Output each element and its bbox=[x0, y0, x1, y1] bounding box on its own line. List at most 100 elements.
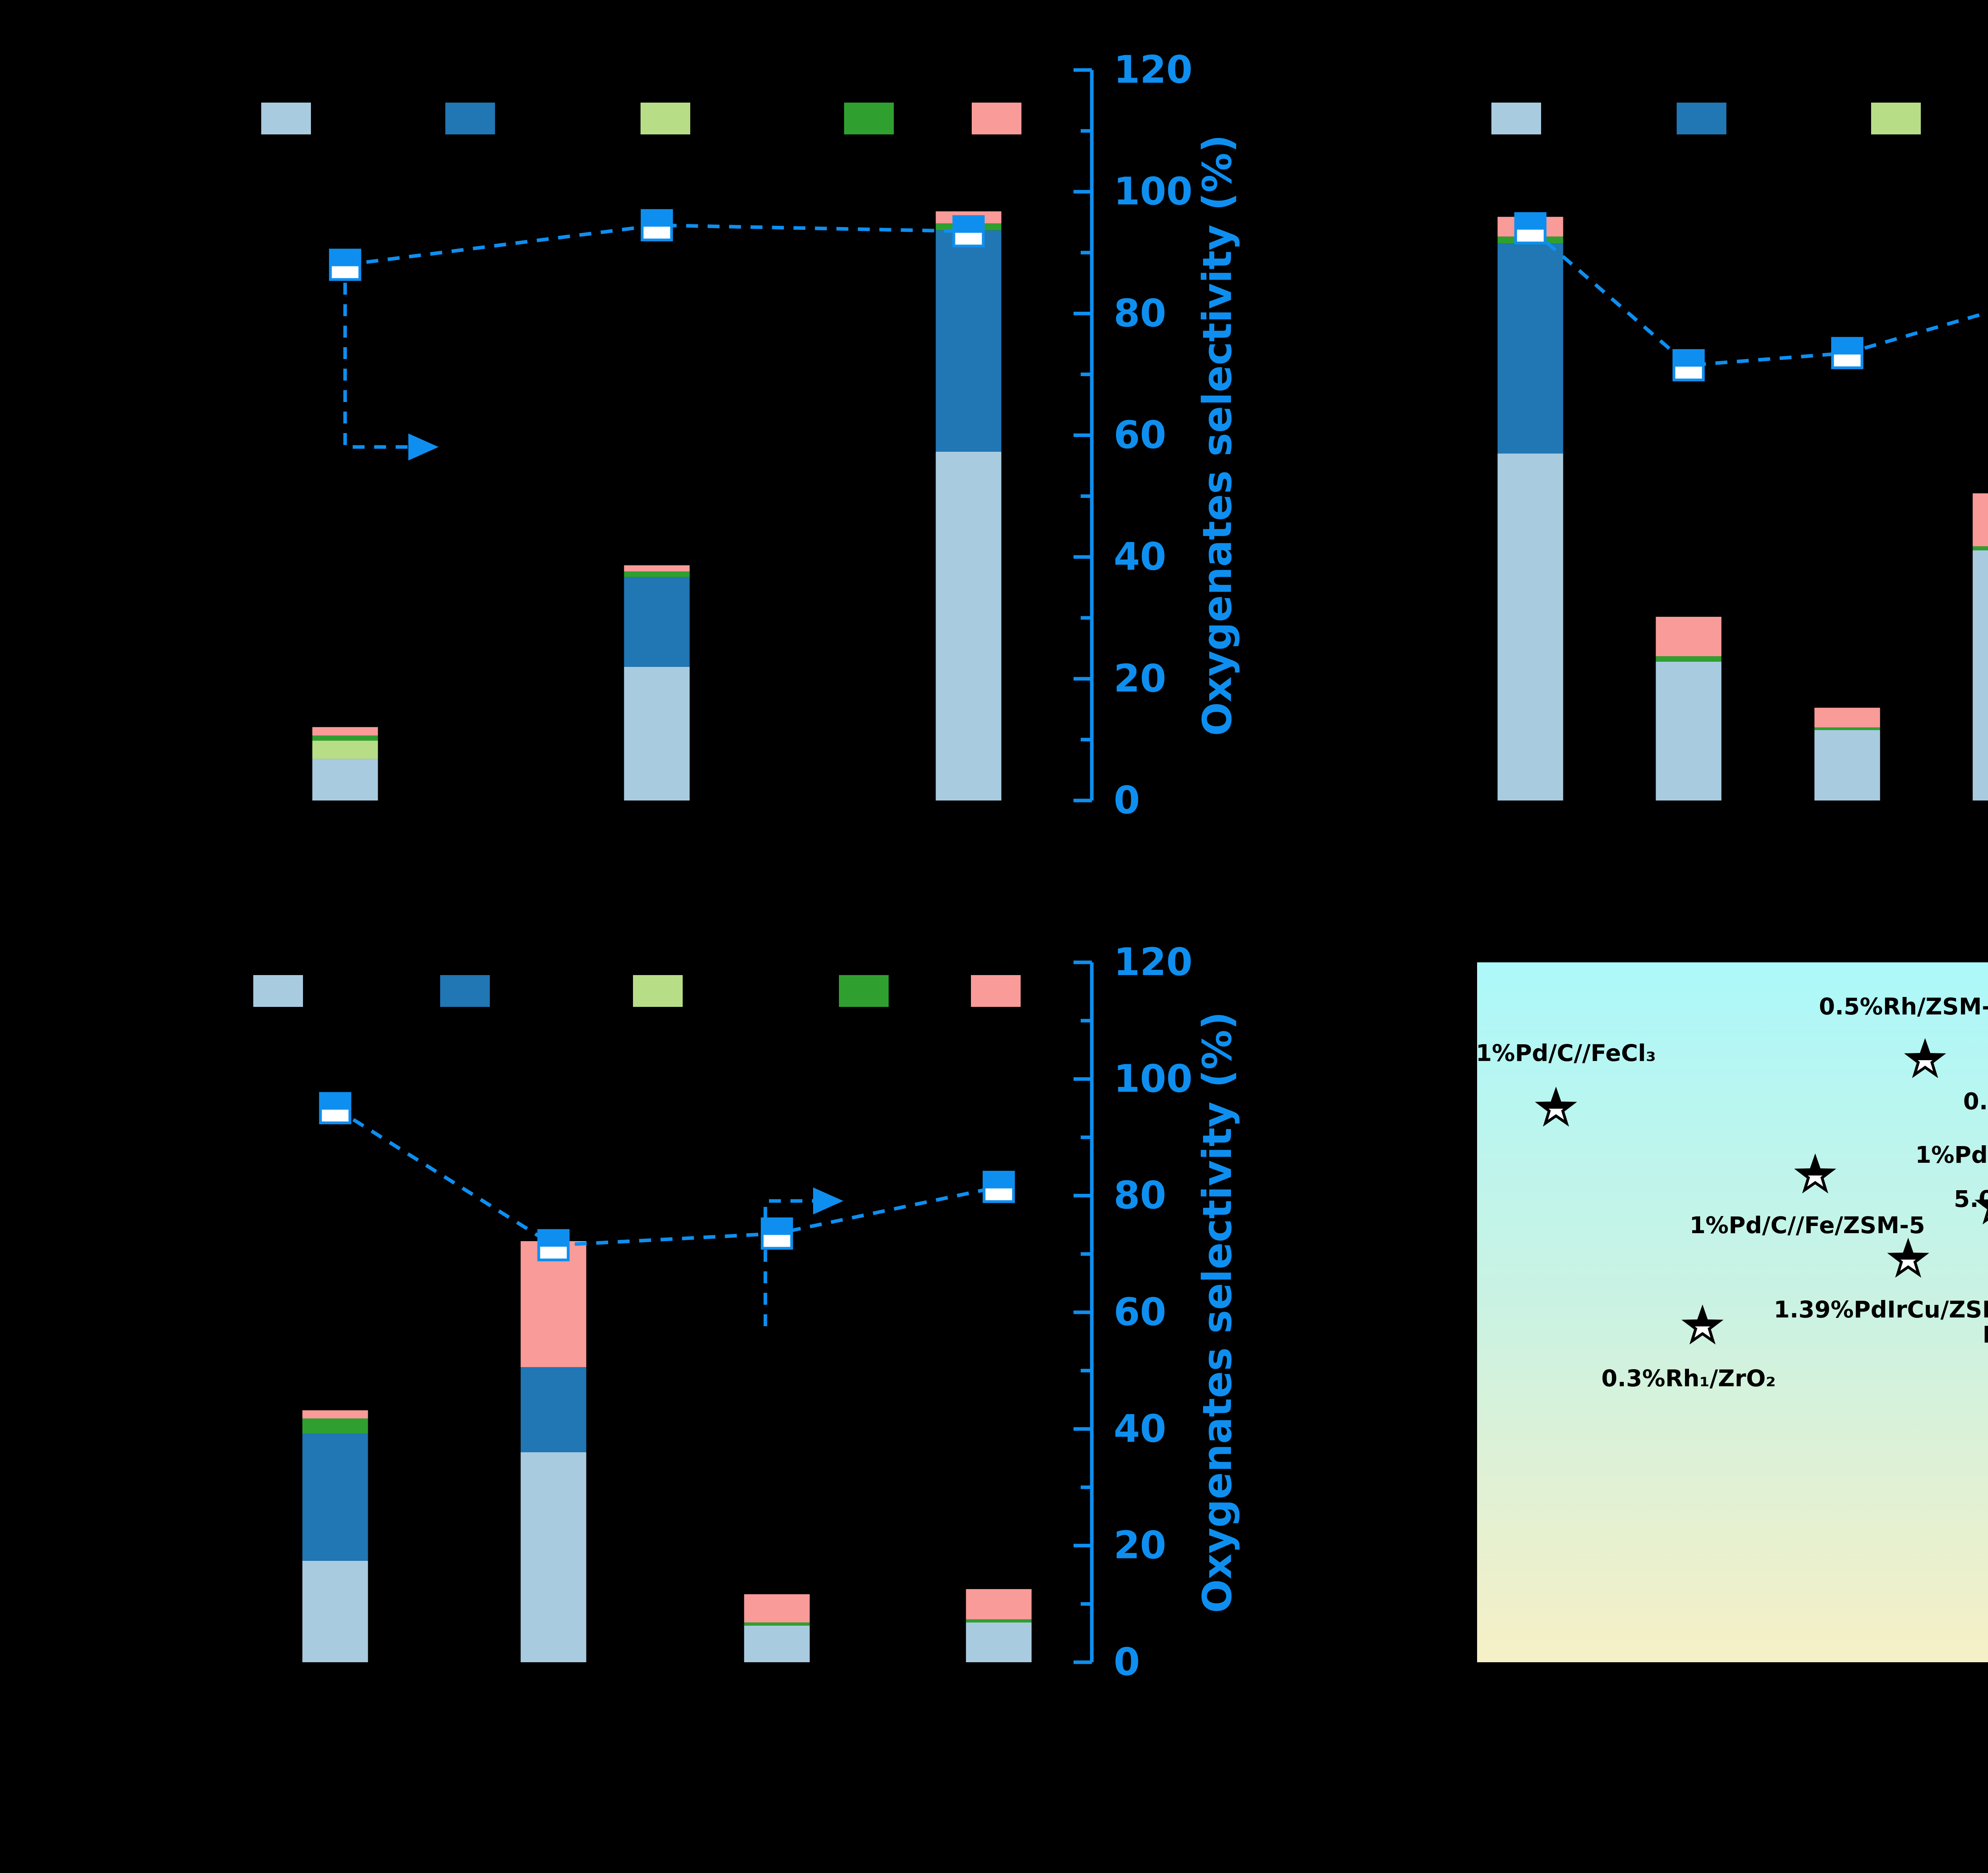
legend-swatch bbox=[839, 975, 889, 1007]
axis-pointer-line bbox=[343, 283, 408, 449]
selectivity-marker bbox=[537, 1229, 570, 1261]
legend-swatch bbox=[253, 975, 303, 1007]
catalyst-star-icon bbox=[1794, 1153, 1837, 1194]
catalyst-label: 1%Pd/C//Fe/ZSM-5 bbox=[1689, 1212, 1925, 1239]
catalyst-label: 0.3%Rh/CeO₂ bbox=[1963, 1088, 1988, 1115]
bar-segment bbox=[312, 759, 378, 800]
legend-swatch bbox=[1677, 103, 1726, 134]
legend-label: CO bbox=[899, 970, 954, 1010]
y-axis-tick-label: 10 bbox=[1408, 1361, 1459, 1404]
legend-swatch bbox=[972, 103, 1021, 134]
x-axis-tick-label: 90 bbox=[494, 818, 545, 861]
legend-swatch bbox=[1491, 103, 1541, 134]
selectivity-line bbox=[345, 223, 969, 267]
right-axis-tick-label: 60 bbox=[1114, 1290, 1166, 1334]
catalyst-label: 1.39%PdIrCu/ZSM-5 bbox=[1774, 1296, 1988, 1323]
selectivity-marker bbox=[329, 249, 361, 281]
right-axis-title: Oxygenates selectivity (%) bbox=[1194, 134, 1241, 736]
legend-label: CH₃OH bbox=[321, 97, 450, 138]
catalyst-label: 1%PdAu/TiO₂ bbox=[1915, 1141, 1988, 1168]
right-axis-tick-label: 80 bbox=[1114, 291, 1166, 335]
selectivity-line bbox=[1529, 227, 1988, 367]
selectivity-marker bbox=[319, 1092, 351, 1125]
bar-segment bbox=[1656, 616, 1722, 657]
panel-a-bar-chart: CH₃OH HCOOH CH₃COOH CO CO₂020406080100120Oxy… bbox=[122, 48, 1241, 941]
catalyst-star-icon bbox=[1904, 1038, 1946, 1078]
legend-swatch bbox=[844, 103, 894, 134]
arrowhead-icon bbox=[408, 433, 439, 460]
left-axis-tick-label: 100 bbox=[139, 1524, 215, 1567]
x-axis-tick-label: 130 bbox=[1054, 818, 1130, 861]
bar-segment bbox=[312, 735, 378, 741]
left-axis-tick-label: 200 bbox=[139, 49, 215, 91]
x-axis-title: Temperature (°C) bbox=[474, 896, 852, 941]
right-axis-tick-label: 60 bbox=[1114, 414, 1166, 457]
right-axis-tick-label: 20 bbox=[1114, 1524, 1166, 1568]
legend-label: HCOOH bbox=[1736, 97, 1880, 138]
bar-segment bbox=[1656, 661, 1722, 800]
left-axis-tick-label: 150 bbox=[139, 231, 215, 274]
selectivity-line bbox=[334, 1106, 999, 1247]
bar-segment bbox=[1656, 656, 1722, 662]
x-axis-tick-label: 85 bbox=[1874, 1680, 1925, 1723]
x-axis-tick-label: 75 bbox=[1592, 1680, 1643, 1723]
legend-swatch bbox=[971, 975, 1021, 1007]
bar-segment bbox=[302, 1410, 368, 1418]
left-axis-title: Products yield (mmol g⁻¹) bbox=[122, 1030, 167, 1595]
y-axis-title: CH₃OH productivity (μmol g⁻¹ h⁻¹) bbox=[1362, 941, 1407, 1683]
bar-segment bbox=[312, 727, 378, 736]
legend-swatch bbox=[445, 103, 495, 134]
left-axis-tick-label: 120 bbox=[1380, 341, 1456, 383]
bar-segment bbox=[302, 1418, 368, 1434]
y-axis-tick-label: 1 bbox=[1434, 1501, 1459, 1544]
legend-label: CO bbox=[904, 97, 959, 138]
bar-segment bbox=[1814, 707, 1880, 728]
legend-swatch bbox=[1871, 103, 1921, 134]
legend-label: CH₃OH bbox=[1551, 97, 1680, 138]
right-axis-tick-label: 0 bbox=[1114, 1640, 1140, 1684]
panel-b-bar-chart: CH₃OHHCOOHCH₃COOHCOCO₂020406080100120Oxy… bbox=[1363, 49, 1988, 822]
y-axis-tick-label: 0.1 bbox=[1394, 1641, 1459, 1684]
right-axis-tick-label: 40 bbox=[1114, 535, 1166, 579]
legend-swatch bbox=[641, 103, 690, 134]
left-axis-tick-label: 40 bbox=[1405, 633, 1456, 676]
bar-segment bbox=[744, 1625, 810, 1662]
bar-segment bbox=[966, 1622, 1032, 1662]
catalyst-star-icon bbox=[1681, 1304, 1724, 1345]
catalyst-label: PdAu colloid bbox=[1982, 1321, 1988, 1348]
bar-segment bbox=[312, 740, 378, 759]
bar-segment bbox=[624, 571, 690, 577]
left-axis-title: Products yield (mmol g⁻¹) bbox=[1363, 153, 1408, 717]
x-axis-tick-label: 70 bbox=[1452, 1680, 1503, 1723]
legend-swatch bbox=[633, 975, 683, 1007]
bar-segment bbox=[744, 1622, 810, 1626]
x-axis-tick-label: 80 bbox=[351, 818, 402, 861]
bar-segment bbox=[624, 577, 690, 667]
left-axis-tick-label: 200 bbox=[1380, 49, 1456, 91]
legend-label: HCOOH bbox=[505, 97, 649, 138]
x-axis-tick-label: 110 bbox=[767, 818, 844, 861]
right-axis-tick-label: 40 bbox=[1114, 1407, 1166, 1451]
bar-segment bbox=[520, 1452, 586, 1662]
bar-segment bbox=[520, 1241, 586, 1367]
left-axis-title: Products yield (mmol g⁻¹) bbox=[122, 153, 167, 717]
x-axis-tick-label: 80 bbox=[1734, 1680, 1784, 1723]
bar-segment bbox=[966, 1619, 1032, 1622]
right-axis-tick-label: 100 bbox=[1114, 170, 1192, 214]
catalyst-star-icon bbox=[1974, 1199, 1988, 1225]
catalyst-label: 0.3%Rh₁/ZrO₂ bbox=[1602, 1365, 1776, 1392]
bar-segment bbox=[624, 666, 690, 800]
x-axis-title: Oxygenates selectivity (%) bbox=[1605, 1758, 1988, 1803]
bar-segment bbox=[1972, 546, 1988, 550]
y-axis-tick-label: 100 bbox=[1383, 1221, 1459, 1264]
legend-swatch bbox=[440, 975, 490, 1007]
bar-segment bbox=[302, 1434, 368, 1561]
bar-segment bbox=[966, 1589, 1032, 1620]
left-axis-tick-label: 50 bbox=[165, 596, 215, 639]
left-axis-tick-label: 80 bbox=[1405, 487, 1456, 530]
bar-segment bbox=[1972, 550, 1988, 800]
left-axis-tick-label: 300 bbox=[139, 1291, 215, 1334]
selectivity-marker bbox=[761, 1217, 793, 1250]
